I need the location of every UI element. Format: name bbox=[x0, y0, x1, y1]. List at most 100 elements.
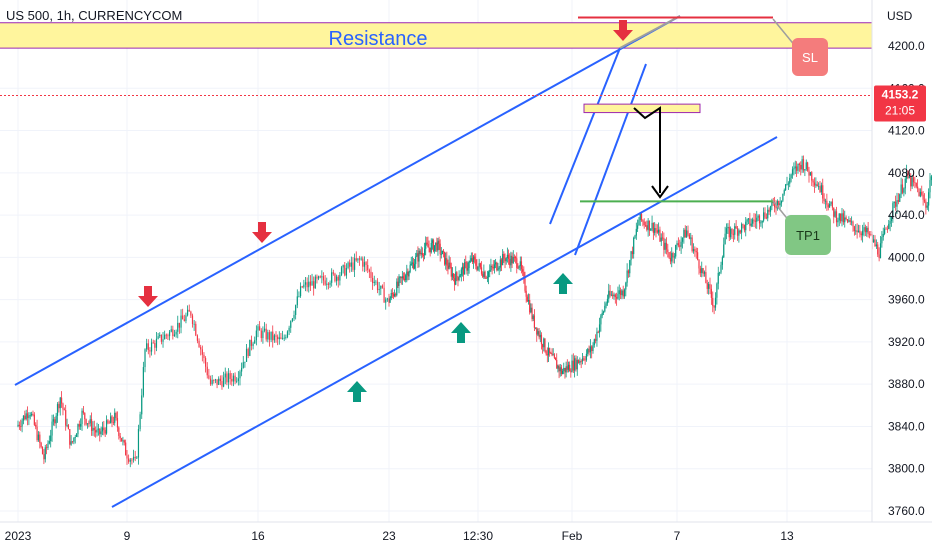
candle-body bbox=[552, 354, 554, 356]
candle-body bbox=[656, 230, 658, 233]
candle-body bbox=[866, 227, 868, 233]
candle-body bbox=[809, 172, 811, 176]
candle-body bbox=[400, 276, 402, 279]
candle-body bbox=[370, 271, 372, 278]
candle-body bbox=[52, 419, 55, 422]
candle-body bbox=[819, 186, 821, 193]
candle-body bbox=[236, 380, 238, 382]
candle-body bbox=[534, 327, 537, 329]
channel-lower-line[interactable] bbox=[111, 136, 778, 508]
candle-body bbox=[575, 358, 577, 370]
candle-body bbox=[591, 346, 593, 352]
candle-body bbox=[104, 429, 106, 434]
candle-body bbox=[255, 330, 257, 341]
candle-body bbox=[435, 242, 437, 246]
candle-body bbox=[752, 219, 754, 224]
candle-body bbox=[29, 415, 31, 417]
time-axis[interactable]: 2023 9 16 23 12:30 Feb 7 13 bbox=[5, 529, 794, 543]
candle-body bbox=[21, 420, 23, 427]
candle-body bbox=[498, 267, 500, 270]
candle-body bbox=[50, 435, 52, 442]
candle-body bbox=[873, 239, 875, 243]
candle-body bbox=[232, 375, 235, 382]
channel-upper-line[interactable] bbox=[14, 15, 681, 386]
candle-body bbox=[652, 222, 654, 233]
candle-body bbox=[209, 378, 212, 385]
candle-body bbox=[592, 345, 594, 352]
candle-body bbox=[705, 272, 707, 284]
candle-body bbox=[827, 204, 829, 208]
candle-body bbox=[90, 419, 93, 431]
candle-body bbox=[642, 220, 644, 222]
candle-body bbox=[719, 272, 721, 274]
time-tick-label: 7 bbox=[674, 529, 681, 543]
candle-body bbox=[99, 428, 101, 435]
candle-body bbox=[432, 240, 435, 252]
candle-body bbox=[46, 447, 48, 449]
price-tick-label: 4080.0 bbox=[888, 166, 925, 180]
candle-body bbox=[357, 258, 359, 261]
candle-body bbox=[845, 217, 847, 220]
candle-body bbox=[921, 191, 923, 195]
candle-body bbox=[77, 424, 79, 435]
candle-body bbox=[265, 328, 267, 340]
candle-body bbox=[818, 186, 820, 188]
candle-body bbox=[252, 343, 254, 346]
candle-body bbox=[208, 375, 210, 379]
candle-body bbox=[597, 331, 599, 333]
candle-body bbox=[681, 237, 684, 242]
candle-body bbox=[554, 357, 557, 361]
resistance-zone[interactable]: Resistance bbox=[0, 22, 872, 50]
candle-body bbox=[416, 253, 418, 257]
candle-body bbox=[576, 359, 578, 370]
candle-body bbox=[334, 273, 336, 282]
candle-body bbox=[375, 281, 377, 283]
candle-body bbox=[95, 430, 97, 433]
candle-body bbox=[214, 379, 217, 381]
candle-body bbox=[621, 290, 623, 296]
candle-body bbox=[547, 347, 550, 356]
candle-body bbox=[107, 420, 109, 423]
sl-badge[interactable]: SL bbox=[792, 38, 828, 76]
candle-body bbox=[574, 358, 576, 371]
candle-body bbox=[529, 300, 531, 313]
candle-body bbox=[761, 220, 763, 223]
up-arrow-icon bbox=[451, 322, 471, 343]
inner-channel-left[interactable] bbox=[549, 47, 621, 225]
candle-body bbox=[856, 230, 858, 233]
candle-body bbox=[33, 414, 35, 425]
candle-body bbox=[915, 182, 917, 187]
candle-body bbox=[306, 282, 308, 288]
candle-body bbox=[304, 282, 307, 285]
price-axis[interactable]: 4200.04160.04120.04080.04040.04000.03960… bbox=[888, 39, 925, 518]
candle-body bbox=[244, 361, 246, 363]
candle-body bbox=[391, 293, 393, 295]
candle-body bbox=[897, 200, 899, 202]
price-tick-label: 4120.0 bbox=[888, 124, 925, 138]
candle-body bbox=[352, 262, 354, 270]
candle-body bbox=[690, 237, 692, 239]
ascending-channel[interactable] bbox=[14, 15, 778, 508]
price-tick-label: 3840.0 bbox=[888, 419, 925, 433]
tp-badge[interactable]: TP1 bbox=[785, 215, 831, 255]
candle-body bbox=[530, 307, 532, 313]
entry-zone[interactable] bbox=[583, 103, 701, 114]
candle-body bbox=[720, 264, 722, 273]
candle-body bbox=[460, 269, 462, 276]
candle-body bbox=[480, 267, 483, 274]
candle-body bbox=[800, 164, 802, 170]
candle-body bbox=[896, 200, 898, 207]
candle-body bbox=[491, 265, 493, 268]
candle-body bbox=[206, 366, 208, 376]
candle-body bbox=[745, 221, 747, 231]
candle-body bbox=[85, 419, 87, 425]
candle-body bbox=[808, 170, 810, 176]
inner-channel-right[interactable] bbox=[574, 63, 647, 256]
time-tick-label: Feb bbox=[562, 529, 583, 543]
candle-body bbox=[129, 459, 131, 462]
symbol-title: US 500, 1h, CURRENCYCOM bbox=[6, 8, 182, 23]
candle-body bbox=[506, 254, 508, 259]
candle-body bbox=[336, 276, 338, 282]
candle-body bbox=[383, 287, 385, 303]
